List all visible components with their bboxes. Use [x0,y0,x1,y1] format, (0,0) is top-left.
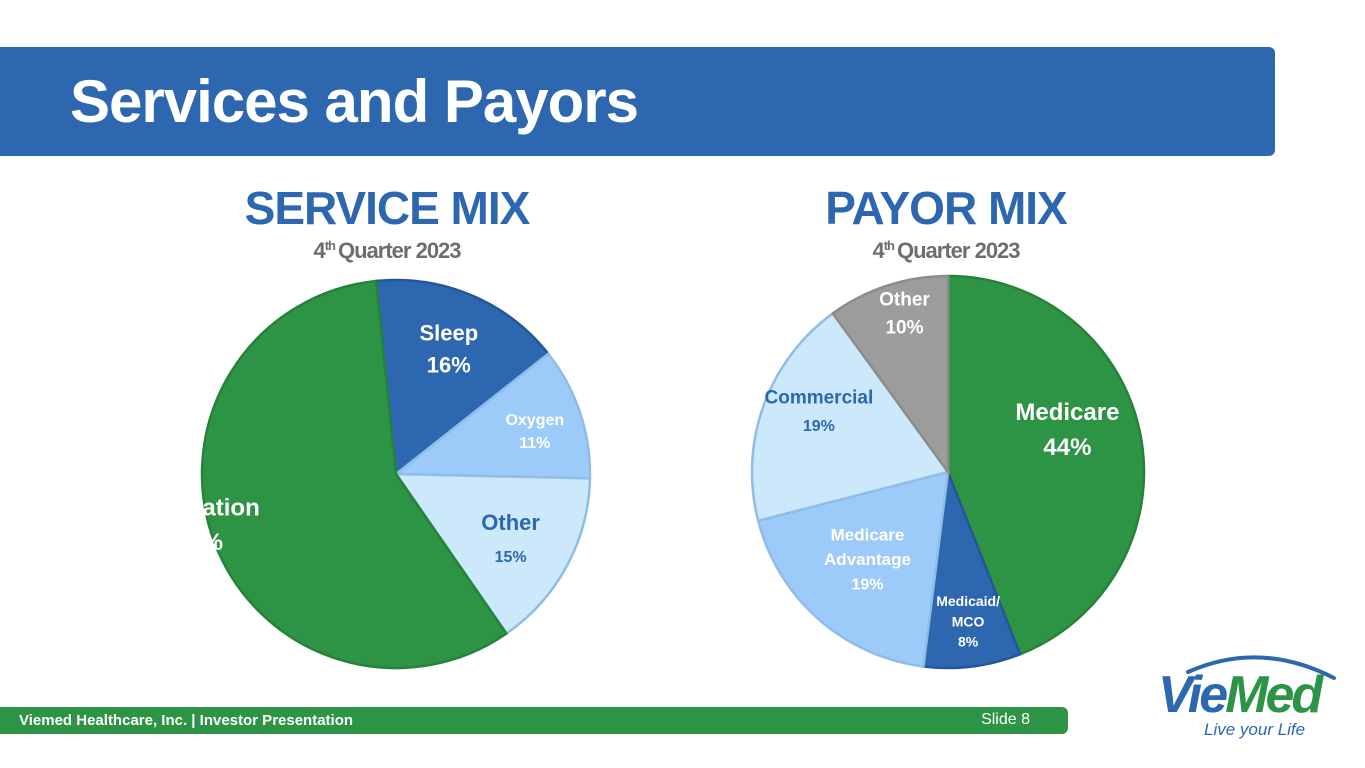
service-mix-value-other: 15% [495,549,527,566]
slide-title: Services and Payors [70,68,639,135]
service-mix-slice-ventilation [200,279,509,670]
service-mix-subtitle-num: 4 [313,238,325,263]
service-mix-subtitle-text: Quarter 2023 [338,238,462,263]
payor-mix-subtitle-num: 4 [872,238,884,263]
service-mix-value-sleep: 16% [427,353,471,378]
logo-vie: Vie [1158,666,1228,724]
service-mix-label-ventilation: Ventilation [138,494,259,521]
service-mix-label-oxygen: Oxygen [505,412,564,429]
payor-mix-label-commercial: Commercial [765,387,874,408]
footer-text: Viemed Healthcare, Inc. | Investor Prese… [19,712,354,729]
logo-wordmark: VieMed [1158,666,1323,724]
payor-mix-label-other: Other [879,290,930,311]
service-mix-subtitle: 4th Quarter 2023 [177,232,597,265]
payor-mix-label-medicare: Medicare [1015,399,1119,426]
payor-mix-slice-medicare-advantage [756,470,950,668]
payor-mix-value-medicare: 44% [1043,434,1091,461]
payor-mix-slice-medicaid-mco [922,471,1022,670]
service-mix-value-ventilation: 58% [175,529,223,556]
service-mix-subtitle-sup: th [324,238,336,253]
service-mix-title: SERVICE MIX [244,182,531,234]
logo-swoosh-icon [1186,655,1336,680]
payor-mix-subtitle-sup: th [883,238,895,253]
viemed-logo: VieMed Live your Life [1150,648,1340,748]
payor-mix-slice-medicare [946,274,1146,656]
payor-mix-slice-commercial [750,311,951,523]
payor-mix-value-medicare-advantage: 19% [851,577,883,594]
service-mix-slice-sleep [374,278,551,477]
service-mix-label-sleep: Sleep [419,321,478,346]
service-mix-value-oxygen: 11% [519,435,550,452]
payor-mix-pie: Medicare 44% Medicaid/MCO 8% Medicare Advanta… [750,274,1146,670]
footer-bar [0,707,1068,734]
slide-number: Slide 8 [981,711,1030,728]
payor-mix-slice-other [831,274,950,476]
payor-mix-subtitle-text: Quarter 2023 [897,238,1021,263]
service-mix-pie: Sleep 16% Oxygen 11% Other 15% Ventilation 58% [138,278,592,670]
logo-tagline: Live your Life [1204,720,1306,739]
payor-mix-label-medicaid-mco: Medicaid/MCO [936,593,1000,629]
payor-mix-title: PAYOR MIX [825,182,1068,234]
payor-mix-label-medicare-advantage: Medicare Advantage [824,525,911,569]
payor-mix-value-commercial: 19% [803,418,835,435]
payor-mix-subtitle: 4th Quarter 2023 [736,232,1156,265]
payor-mix-value-medicaid-mco: 8% [958,634,979,650]
service-mix-label-other: Other [481,510,540,535]
title-bar [0,47,1275,156]
payor-mix-value-other: 10% [885,317,923,338]
service-mix-slice-other [393,472,592,636]
logo-med: Med [1225,666,1323,724]
service-mix-slice-oxygen [392,352,592,480]
